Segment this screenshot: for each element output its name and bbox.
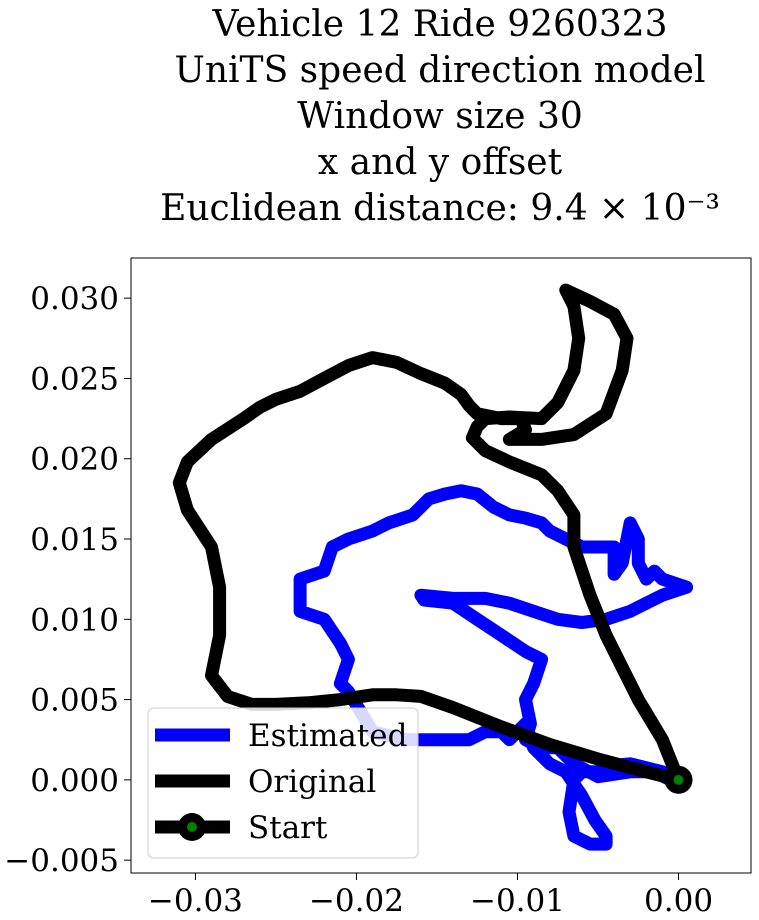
x-tick-label: 0.00: [644, 883, 713, 919]
start-marker-inner: [673, 774, 684, 785]
title-line-5: Euclidean distance: 9.4 × 10⁻³: [160, 188, 720, 229]
title-line-2: UniTS speed direction model: [174, 50, 706, 91]
y-axis: −0.005 0.000 0.005 0.010 0.015 0.020 0.025 0.03…: [4, 281, 131, 879]
y-tick-label: −0.005: [4, 843, 119, 879]
y-tick-label: 0.005: [30, 683, 119, 719]
y-tick-label: 0.025: [30, 361, 119, 397]
y-tick-label: 0.000: [30, 763, 119, 799]
x-axis: −0.03 −0.02 −0.01 0.00: [148, 873, 713, 919]
legend-start-marker-inner: [187, 822, 197, 832]
legend-label-original: Original: [248, 764, 376, 800]
series-line-estimated: [293, 484, 694, 851]
x-tick-label: −0.03: [148, 883, 243, 919]
chart-title: Vehicle 12 Ride 9260323 UniTS speed dire…: [0, 2, 759, 232]
y-tick-label: 0.020: [30, 442, 119, 478]
plot-layer: [172, 283, 694, 851]
title-line-3: Window size 30: [297, 96, 583, 137]
legend-label-start: Start: [248, 810, 328, 846]
y-tick-label: 0.015: [30, 522, 119, 558]
legend-label-estimated: Estimated: [248, 718, 407, 754]
legend: Estimated Original Start: [147, 707, 419, 859]
y-tick-label: 0.010: [30, 602, 119, 638]
title-line-4: x and y offset: [317, 142, 563, 183]
series-line-original: [172, 283, 685, 787]
x-tick-label: −0.01: [470, 883, 565, 919]
y-tick-label: 0.030: [30, 281, 119, 317]
plot-frame: [130, 257, 752, 874]
title-line-1: Vehicle 12 Ride 9260323: [212, 4, 668, 45]
x-tick-label: −0.02: [309, 883, 404, 919]
